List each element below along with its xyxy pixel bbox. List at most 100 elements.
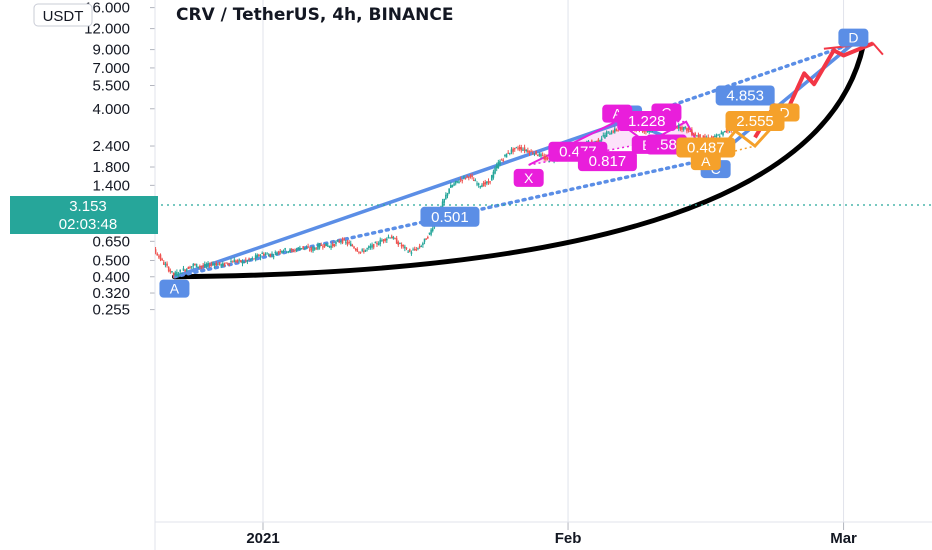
currency-button[interactable]	[33, 3, 93, 27]
blue-trendline-cd	[714, 42, 855, 159]
candle-body	[515, 147, 518, 149]
candle-body	[591, 140, 593, 143]
candle-body	[331, 244, 334, 246]
candle-body	[682, 127, 685, 130]
candle-body	[604, 134, 606, 139]
candle-body	[267, 254, 270, 257]
candle-body	[531, 152, 534, 154]
candle-body	[379, 239, 382, 244]
candle-body	[228, 263, 231, 265]
point-letter: D	[848, 30, 858, 46]
candle-body	[513, 147, 516, 150]
candle-body	[226, 263, 229, 265]
candle-body	[251, 257, 254, 259]
candle-body	[689, 130, 692, 132]
candle-body	[241, 260, 244, 264]
candle-body	[335, 241, 337, 245]
candle-body	[294, 249, 296, 251]
candle-body	[402, 244, 405, 247]
y-tick-label: 0.400	[92, 269, 130, 286]
candle-body	[300, 248, 303, 250]
y-tick-label: 4.000	[92, 101, 130, 118]
ratio-tag: 0.487	[676, 137, 736, 158]
candle-body	[194, 264, 196, 266]
x-axis[interactable]: 2021 Feb Mar	[246, 0, 857, 547]
candle-body	[684, 126, 687, 128]
candle-body	[427, 237, 429, 239]
candle-body	[445, 194, 447, 199]
candle-body	[412, 249, 414, 251]
ratio-tag: 0.501	[420, 206, 480, 227]
candle-body	[463, 176, 465, 178]
tag-background	[715, 85, 775, 106]
candle-body	[367, 246, 370, 248]
candle-body	[725, 131, 728, 133]
candle-body	[425, 238, 427, 240]
candle-body	[290, 249, 293, 251]
tag-background	[577, 151, 637, 172]
candle-body	[453, 183, 455, 186]
candle-body	[336, 240, 339, 242]
point-letter: D	[779, 104, 789, 120]
candle-body	[197, 266, 200, 268]
candle-body	[522, 149, 524, 151]
candle-body	[472, 180, 475, 182]
candle-body	[207, 262, 209, 266]
candle-body	[715, 135, 718, 138]
candle-body	[489, 181, 491, 183]
candle-body	[348, 241, 350, 243]
candle-body	[405, 247, 408, 249]
candle-body	[451, 185, 454, 188]
candle-body	[190, 266, 193, 268]
candle-body	[164, 264, 167, 266]
candle-body	[312, 247, 314, 252]
candle-body	[431, 228, 434, 232]
candle-body	[697, 134, 700, 138]
ratio-value: .58	[656, 137, 677, 154]
y-tick-label: 5.500	[92, 78, 130, 95]
red-projection-arrowhead	[823, 42, 884, 56]
candle-body	[340, 241, 342, 243]
point-label: D	[838, 28, 869, 47]
x-tick-label: Feb	[555, 530, 582, 547]
candle-body	[302, 246, 304, 249]
y-tick-label: 1.400	[92, 177, 130, 194]
candle-body	[394, 238, 396, 240]
candle-body	[392, 236, 395, 239]
candle-body	[695, 135, 698, 137]
candle-body	[704, 136, 706, 139]
candle-body	[244, 259, 247, 261]
candle-body	[422, 243, 424, 246]
candle-body	[545, 156, 547, 160]
candle-body	[231, 261, 234, 263]
candle-body	[238, 259, 241, 261]
point-label: A	[159, 279, 190, 298]
price-badge-countdown: 02:03:48	[59, 216, 117, 233]
ratio-value: 4.853	[726, 87, 764, 104]
y-tick-label: 7.000	[92, 60, 130, 77]
candle-body	[289, 249, 291, 252]
candle-body	[499, 160, 501, 165]
candle-body	[390, 236, 393, 239]
candle-body	[277, 251, 280, 253]
candle-body	[449, 184, 452, 188]
candle-body	[264, 253, 267, 255]
candle-body	[382, 239, 385, 242]
candle-body	[479, 186, 482, 188]
candle-body	[523, 147, 526, 152]
candle-body	[326, 245, 329, 247]
candle-body	[243, 262, 245, 264]
x-tick-label: Mar	[830, 530, 857, 547]
candle-body	[464, 178, 467, 180]
plot-area[interactable]: AACD4.8530.501XABC1.2280.4770.817.58AD2.…	[135, 28, 884, 298]
candle-body	[169, 270, 172, 272]
candle-body	[676, 127, 678, 129]
candle-body	[469, 175, 472, 177]
candle-body	[481, 185, 483, 188]
chart-title: CRV / TetherUS, 4h, BINANCE	[176, 5, 454, 25]
candle-body	[345, 241, 347, 243]
candle-body	[386, 238, 388, 241]
candle-body	[200, 265, 203, 267]
tag-background	[676, 137, 736, 158]
